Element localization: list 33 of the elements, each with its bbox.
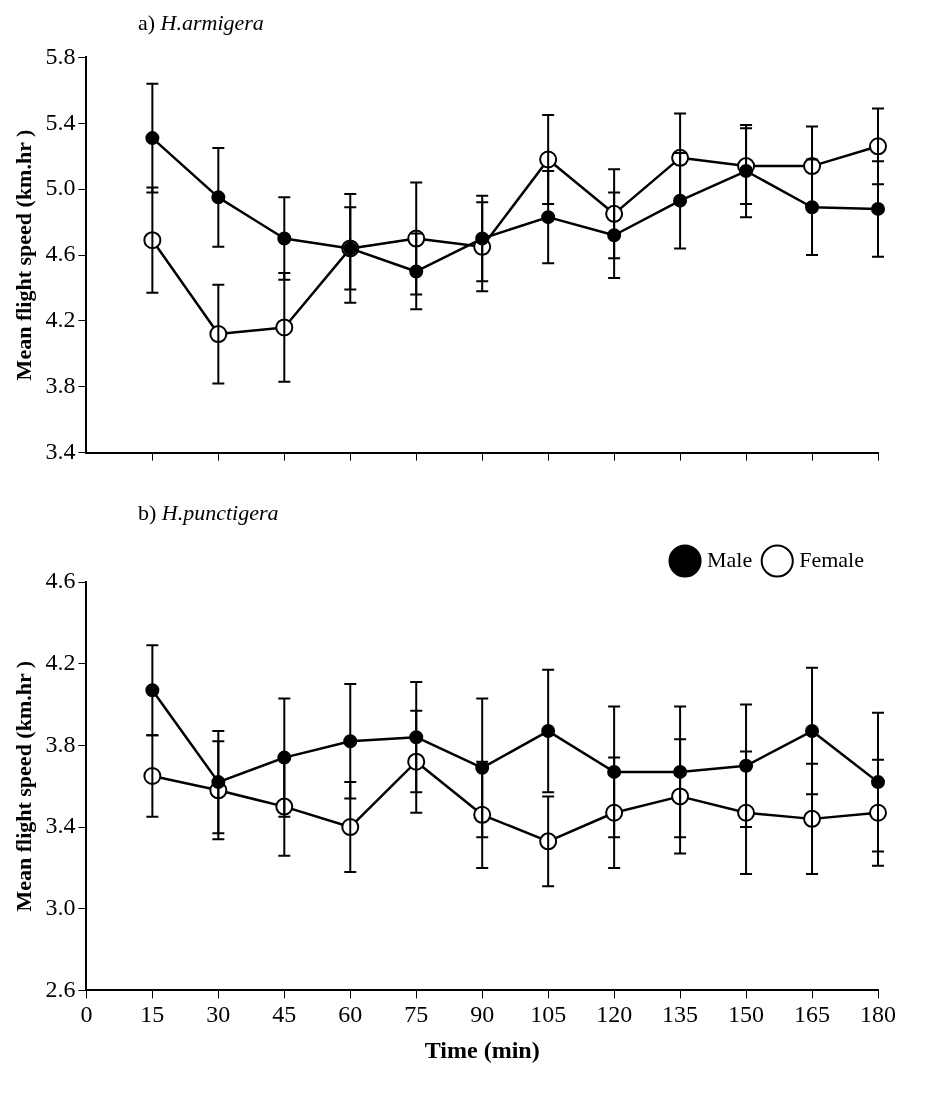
y-tick-label: 5.4 (45, 108, 76, 135)
x-axis-title: Time (min) (424, 1036, 540, 1063)
y-axis-title: Mean flight speed (km.hr ) (10, 660, 36, 912)
x-tick-label: 0 (80, 1001, 93, 1028)
y-tick-label: 3.0 (45, 894, 76, 921)
x-tick-label: 150 (728, 1001, 765, 1028)
y-tick-label: 5.8 (45, 42, 76, 69)
y-tick-label: 3.4 (45, 437, 76, 464)
x-tick-label: 15 (140, 1001, 165, 1028)
y-tick-label: 4.6 (45, 567, 76, 594)
legend-label: Female (799, 546, 865, 572)
y-tick-label: 2.6 (45, 975, 76, 1002)
x-tick-label: 105 (530, 1001, 567, 1028)
y-tick-label: 4.2 (45, 648, 76, 675)
x-tick-label: 180 (860, 1001, 896, 1028)
x-tick-label: 60 (338, 1001, 363, 1028)
x-tick-label: 120 (596, 1001, 633, 1028)
x-tick-label: 45 (272, 1001, 297, 1028)
x-tick-label: 75 (404, 1001, 429, 1028)
y-tick-label: 5.0 (45, 174, 76, 201)
chart-title: b) H.punctigera (138, 500, 279, 525)
x-tick-label: 135 (662, 1001, 699, 1028)
y-tick-label: 4.2 (45, 306, 76, 333)
y-axis-title: Mean flight speed (km.hr ) (10, 129, 36, 381)
legend-label: Male (707, 546, 753, 572)
chart-title: a) H.armigera (138, 10, 264, 35)
y-tick-label: 3.8 (45, 730, 76, 757)
y-tick-label: 3.4 (45, 812, 76, 839)
y-tick-label: 4.6 (45, 240, 76, 267)
x-tick-label: 30 (206, 1001, 231, 1028)
y-tick-label: 3.8 (45, 372, 76, 399)
x-tick-label: 90 (470, 1001, 495, 1028)
x-tick-label: 165 (794, 1001, 831, 1028)
